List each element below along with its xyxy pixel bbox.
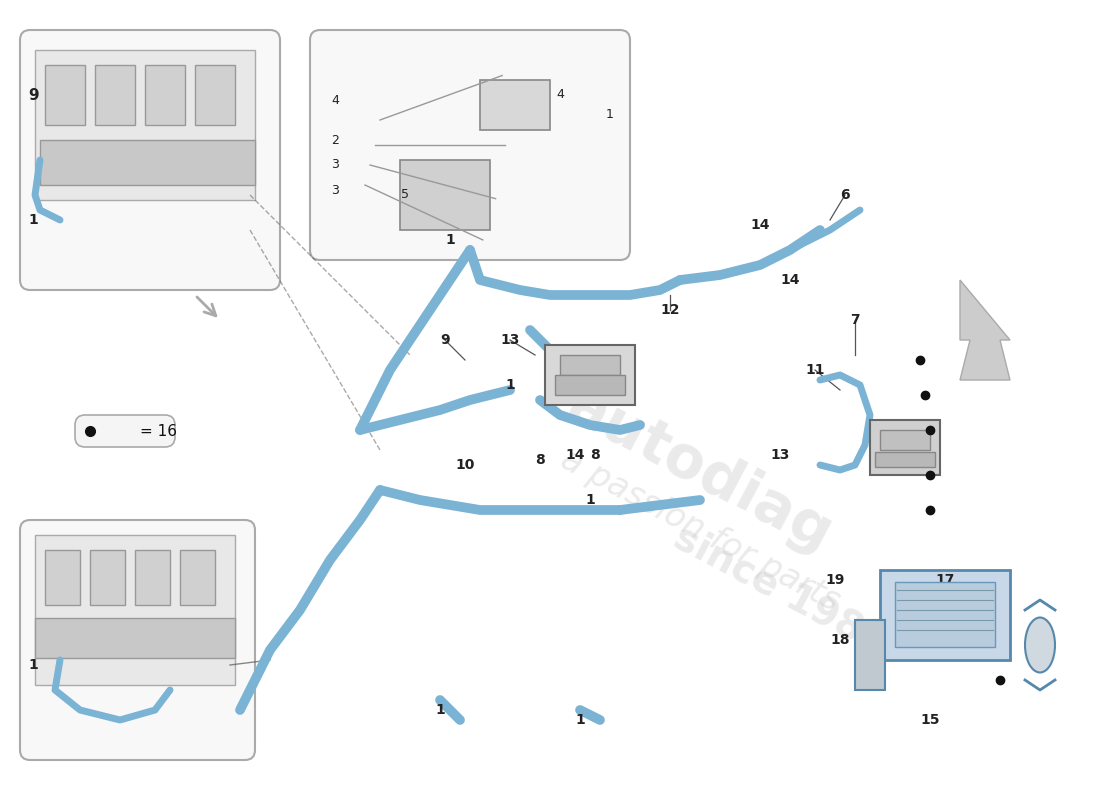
Text: 12: 12 [660,303,680,317]
Text: 9: 9 [28,87,38,102]
Text: 14: 14 [565,448,585,462]
Text: 1: 1 [28,213,37,227]
Text: since 1985: since 1985 [668,518,893,662]
Text: autodiag: autodiag [558,376,843,564]
Text: = 16: = 16 [140,423,177,438]
Text: 7: 7 [850,313,860,327]
FancyArrowPatch shape [197,297,216,316]
Text: 1: 1 [575,713,585,727]
FancyBboxPatch shape [20,30,281,290]
Bar [400,160,490,230]
Bar [870,420,940,475]
Text: a passion for parts: a passion for parts [554,442,845,618]
Bar [195,65,235,125]
Text: 14: 14 [780,273,800,287]
Text: 2: 2 [331,134,339,146]
Text: 1: 1 [436,703,444,717]
FancyBboxPatch shape [310,30,630,260]
Bar [874,452,935,467]
FancyBboxPatch shape [75,415,175,447]
Text: 1: 1 [606,109,614,122]
Bar [544,345,635,405]
Bar [35,535,235,685]
Bar [90,550,125,605]
Text: 17: 17 [935,573,955,587]
Bar [45,550,80,605]
Text: 10: 10 [455,458,475,472]
Text: 1: 1 [28,658,37,672]
Bar [135,550,170,605]
Bar [35,50,255,200]
Bar [45,65,85,125]
Text: 11: 11 [805,363,825,377]
Text: 5: 5 [402,189,409,202]
Bar [895,582,996,647]
Bar [40,140,255,185]
Text: 4: 4 [331,94,339,106]
Text: 1: 1 [505,378,515,392]
Bar [180,550,214,605]
Text: 4: 4 [557,89,564,102]
Text: 9: 9 [440,333,450,347]
Polygon shape [960,280,1010,380]
Text: 13: 13 [500,333,519,347]
Text: 3: 3 [331,183,339,197]
Bar [145,65,185,125]
Bar [880,430,929,450]
Text: 19: 19 [825,573,845,587]
Bar [880,570,1010,660]
FancyArrowPatch shape [198,720,224,730]
FancyBboxPatch shape [20,520,255,760]
FancyArrowPatch shape [592,52,616,85]
Text: 1: 1 [585,493,595,507]
Text: 13: 13 [770,448,790,462]
Ellipse shape [1025,618,1055,673]
Text: 3: 3 [331,158,339,171]
Bar [95,65,135,125]
Text: 14: 14 [750,218,770,232]
Text: 8: 8 [590,448,600,462]
Bar [560,355,620,375]
Bar [556,375,625,395]
Bar [855,620,886,690]
Bar [480,80,550,130]
Text: 8: 8 [535,453,544,467]
Text: 6: 6 [840,188,850,202]
Text: 18: 18 [830,633,849,647]
Text: 15: 15 [921,713,939,727]
Text: 1: 1 [446,233,455,247]
Bar [35,618,235,658]
